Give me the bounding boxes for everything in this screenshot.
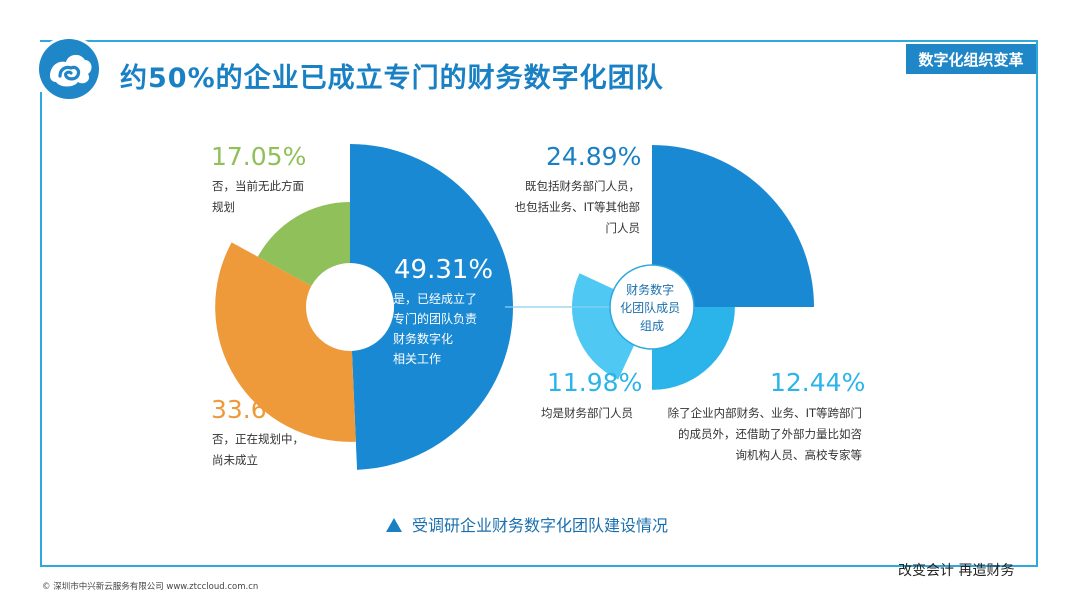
right-big-desc-line: 也包括业务、IT等其他部 bbox=[514, 200, 640, 214]
right-mid-desc-line: 的成员外，还借助了外部力量比如咨 bbox=[678, 427, 862, 441]
page-title: 约50%的企业已成立专门的财务数字化团队 bbox=[120, 63, 664, 94]
main-desc-line: 财务数字化 bbox=[393, 332, 454, 346]
green-desc-line: 规划 bbox=[212, 200, 235, 214]
left-slice-0 bbox=[350, 144, 514, 470]
caption-text: 受调研企业财务数字化团队建设情况 bbox=[412, 516, 669, 535]
orange-desc-line: 否，正在规划中， bbox=[212, 432, 304, 446]
right-big-slice-desc: 既包括财务部门人员， 也包括业务、IT等其他部 门人员 bbox=[512, 176, 640, 239]
center-label-line-1: 财务数字 bbox=[626, 282, 674, 297]
main-slice-pct: 49.31% bbox=[394, 255, 494, 285]
green-desc-line: 否，当前无此方面 bbox=[212, 179, 304, 193]
triangle-icon bbox=[386, 518, 402, 532]
orange-slice-desc: 否，正在规划中， 尚未成立 bbox=[212, 429, 304, 471]
left-slice-2 bbox=[257, 202, 350, 286]
footer-copyright: © 深圳市中兴新云服务有限公司 www.ztccloud.com.cn bbox=[42, 582, 259, 592]
main-slice-desc: 是，已经成立了 专门的团队负责 财务数字化 相关工作 bbox=[393, 289, 477, 369]
chart-caption: 受调研企业财务数字化团队建设情况 bbox=[386, 512, 668, 536]
right-small-slice-pct: 11.98% bbox=[547, 368, 643, 397]
left-rose-chart bbox=[215, 144, 514, 470]
right-big-desc-line: 既包括财务部门人员， bbox=[525, 179, 640, 193]
frame-right-line bbox=[1036, 40, 1038, 566]
orange-slice-pct: 33.64% bbox=[211, 395, 307, 424]
left-slice-1 bbox=[215, 242, 356, 442]
svg-text:财务数字 化团队成员 组成: 财务数字 化团队成员 组成 bbox=[620, 282, 684, 333]
orange-desc-line: 尚未成立 bbox=[212, 453, 258, 467]
right-big-slice-pct: 24.89% bbox=[546, 142, 642, 171]
main-desc-line: 相关工作 bbox=[393, 352, 442, 366]
right-slice-0 bbox=[652, 145, 814, 307]
center-label-line-2: 化团队成员 bbox=[620, 300, 680, 315]
cloud-logo-icon bbox=[36, 36, 102, 102]
right-small-desc-line: 均是财务部门人员 bbox=[541, 406, 633, 420]
center-label-line-3: 组成 bbox=[640, 319, 664, 333]
right-mid-slice-desc: 除了企业内部财务、业务、IT等跨部门 的成员外，还借助了外部力量比如咨 询机构人… bbox=[640, 403, 862, 466]
right-mid-desc-line: 询机构人员、高校专家等 bbox=[735, 448, 863, 462]
green-slice-pct: 17.05% bbox=[211, 142, 307, 171]
frame-bottom-line bbox=[40, 565, 1038, 567]
green-slice-desc: 否，当前无此方面 规划 bbox=[212, 176, 304, 218]
main-desc-line: 专门的团队负责 bbox=[393, 312, 478, 326]
section-tag: 数字化组织变革 bbox=[906, 44, 1036, 74]
footer-slogan: 改变会计 再造财务 bbox=[898, 563, 1015, 579]
center-label-circle bbox=[609, 264, 695, 350]
frame-left-line bbox=[40, 92, 42, 566]
right-mid-desc-line: 除了企业内部财务、业务、IT等跨部门 bbox=[667, 406, 862, 420]
right-small-slice-desc: 均是财务部门人员 bbox=[541, 403, 633, 424]
main-desc-line: 是，已经成立了 bbox=[393, 292, 478, 306]
right-mid-slice-pct: 12.44% bbox=[770, 368, 866, 397]
frame-top-line bbox=[40, 40, 1038, 42]
right-big-desc-line: 门人员 bbox=[605, 221, 641, 235]
